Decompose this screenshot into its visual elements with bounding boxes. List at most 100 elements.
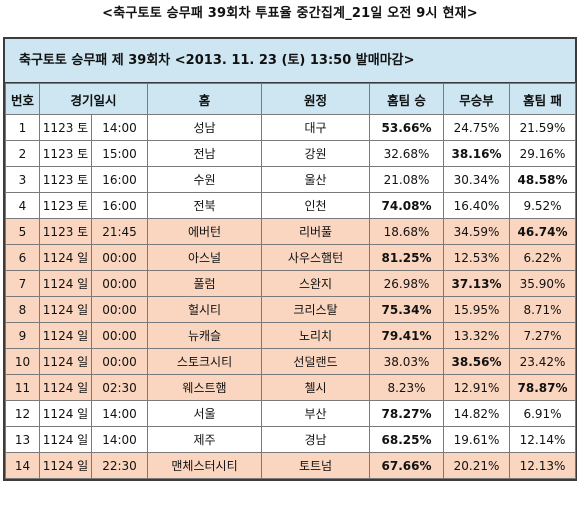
cell-no: 11 bbox=[5, 374, 40, 401]
cell-time: 14:00 bbox=[90, 426, 149, 453]
cell-lose: 48.58% bbox=[509, 166, 577, 193]
table-row: 12 1124 일 14:00 서울 부산 78.27% 14.82% 6.91% bbox=[5, 400, 577, 427]
cell-date: 1124 일 bbox=[39, 322, 92, 349]
header-draw: 무승부 bbox=[443, 83, 511, 115]
cell-lose: 12.14% bbox=[509, 426, 577, 453]
cell-lose: 78.87% bbox=[509, 374, 577, 401]
cell-away: 리버풀 bbox=[261, 218, 371, 245]
cell-away: 토트넘 bbox=[261, 452, 371, 479]
cell-away: 선덜랜드 bbox=[261, 348, 371, 375]
cell-win: 68.25% bbox=[369, 426, 445, 453]
cell-home: 전북 bbox=[147, 192, 263, 219]
cell-away: 노리치 bbox=[261, 322, 371, 349]
cell-away: 대구 bbox=[261, 114, 371, 141]
cell-win: 18.68% bbox=[369, 218, 445, 245]
header-no: 번호 bbox=[5, 83, 40, 115]
cell-no: 9 bbox=[5, 322, 40, 349]
table-row: 14 1124 일 22:30 맨체스터시티 토트넘 67.66% 20.21% 12.13% bbox=[5, 452, 577, 479]
cell-lose: 9.52% bbox=[509, 192, 577, 219]
cell-time: 02:30 bbox=[90, 374, 149, 401]
table-row: 11 1124 일 02:30 웨스트햄 첼시 8.23% 12.91% 78.87% bbox=[5, 374, 577, 401]
cell-away: 울산 bbox=[261, 166, 371, 193]
cell-win: 32.68% bbox=[369, 140, 445, 167]
table-row: 7 1124 일 00:00 풀럼 스완지 26.98% 37.13% 35.90% bbox=[5, 270, 577, 297]
cell-draw: 12.91% bbox=[443, 374, 511, 401]
cell-home: 헐시티 bbox=[147, 296, 263, 323]
cell-lose: 21.59% bbox=[509, 114, 577, 141]
cell-win: 26.98% bbox=[369, 270, 445, 297]
header-datetime: 경기일시 bbox=[38, 83, 149, 115]
cell-win: 74.08% bbox=[369, 192, 445, 219]
cell-home: 서울 bbox=[147, 400, 263, 427]
cell-away: 크리스탈 bbox=[261, 296, 371, 323]
cell-win: 38.03% bbox=[369, 348, 445, 375]
cell-home: 풀럼 bbox=[147, 270, 263, 297]
cell-away: 부산 bbox=[261, 400, 371, 427]
header-row: 번호 경기일시 홈 원정 홈팀 승 무승부 홈팀 패 bbox=[5, 83, 577, 115]
cell-away: 사우스햄턴 bbox=[261, 244, 371, 271]
cell-time: 00:00 bbox=[90, 270, 149, 297]
cell-lose: 23.42% bbox=[509, 348, 577, 375]
cell-date: 1124 일 bbox=[39, 296, 92, 323]
cell-lose: 6.91% bbox=[509, 400, 577, 427]
cell-date: 1123 토 bbox=[39, 192, 92, 219]
cell-draw: 14.82% bbox=[443, 400, 511, 427]
cell-time: 14:00 bbox=[90, 114, 149, 141]
cell-away: 경남 bbox=[261, 426, 371, 453]
cell-date: 1123 토 bbox=[39, 166, 92, 193]
table-row: 4 1123 토 16:00 전북 인천 74.08% 16.40% 9.52% bbox=[5, 192, 577, 219]
cell-home: 에버턴 bbox=[147, 218, 263, 245]
cell-win: 79.41% bbox=[369, 322, 445, 349]
cell-no: 5 bbox=[5, 218, 40, 245]
cell-lose: 12.13% bbox=[509, 452, 577, 479]
cell-draw: 37.13% bbox=[443, 270, 511, 297]
cell-home: 성남 bbox=[147, 114, 263, 141]
cell-away: 첼시 bbox=[261, 374, 371, 401]
cell-win: 8.23% bbox=[369, 374, 445, 401]
cell-date: 1124 일 bbox=[39, 452, 92, 479]
cell-date: 1124 일 bbox=[39, 270, 92, 297]
cell-no: 10 bbox=[5, 348, 40, 375]
cell-home: 전남 bbox=[147, 140, 263, 167]
cell-time: 00:00 bbox=[90, 296, 149, 323]
cell-no: 1 bbox=[5, 114, 40, 141]
cell-home: 제주 bbox=[147, 426, 263, 453]
cell-home: 맨체스터시티 bbox=[147, 452, 263, 479]
cell-win: 75.34% bbox=[369, 296, 445, 323]
cell-draw: 24.75% bbox=[443, 114, 511, 141]
cell-time: 15:00 bbox=[90, 140, 149, 167]
cell-win: 67.66% bbox=[369, 452, 445, 479]
cell-home: 웨스트햄 bbox=[147, 374, 263, 401]
cell-no: 13 bbox=[5, 426, 40, 453]
cell-draw: 38.56% bbox=[443, 348, 511, 375]
cell-draw: 12.53% bbox=[443, 244, 511, 271]
table-row: 2 1123 토 15:00 전남 강원 32.68% 38.16% 29.16% bbox=[5, 140, 577, 167]
cell-date: 1123 토 bbox=[39, 114, 92, 141]
cell-no: 8 bbox=[5, 296, 40, 323]
cell-away: 스완지 bbox=[261, 270, 371, 297]
cell-time: 14:00 bbox=[90, 400, 149, 427]
cell-lose: 8.71% bbox=[509, 296, 577, 323]
cell-lose: 35.90% bbox=[509, 270, 577, 297]
cell-no: 7 bbox=[5, 270, 40, 297]
cell-no: 6 bbox=[5, 244, 40, 271]
table-row: 9 1124 일 00:00 뉴캐슬 노리치 79.41% 13.32% 7.27% bbox=[5, 322, 577, 349]
header-home-win: 홈팀 승 bbox=[369, 83, 445, 115]
cell-time: 21:45 bbox=[90, 218, 149, 245]
header-home-lose: 홈팀 패 bbox=[509, 83, 577, 115]
cell-draw: 16.40% bbox=[443, 192, 511, 219]
table-row: 13 1124 일 14:00 제주 경남 68.25% 19.61% 12.14% bbox=[5, 426, 577, 453]
round-subheader: 축구토토 승무패 제 39회차 <2013. 11. 23 (토) 13:50 … bbox=[5, 39, 575, 83]
cell-draw: 34.59% bbox=[443, 218, 511, 245]
cell-win: 21.08% bbox=[369, 166, 445, 193]
match-table: 번호 경기일시 홈 원정 홈팀 승 무승부 홈팀 패 1 1123 토 14:00 성… bbox=[5, 83, 577, 479]
cell-date: 1124 일 bbox=[39, 426, 92, 453]
table-row: 3 1123 토 16:00 수원 울산 21.08% 30.34% 48.58% bbox=[5, 166, 577, 193]
cell-draw: 20.21% bbox=[443, 452, 511, 479]
cell-time: 00:00 bbox=[90, 322, 149, 349]
cell-home: 아스널 bbox=[147, 244, 263, 271]
page-title: <축구토토 승무패 39회차 투표율 중간집계_21일 오전 9시 현재> bbox=[102, 6, 478, 21]
cell-no: 4 bbox=[5, 192, 40, 219]
cell-time: 22:30 bbox=[90, 452, 149, 479]
cell-date: 1124 일 bbox=[39, 400, 92, 427]
